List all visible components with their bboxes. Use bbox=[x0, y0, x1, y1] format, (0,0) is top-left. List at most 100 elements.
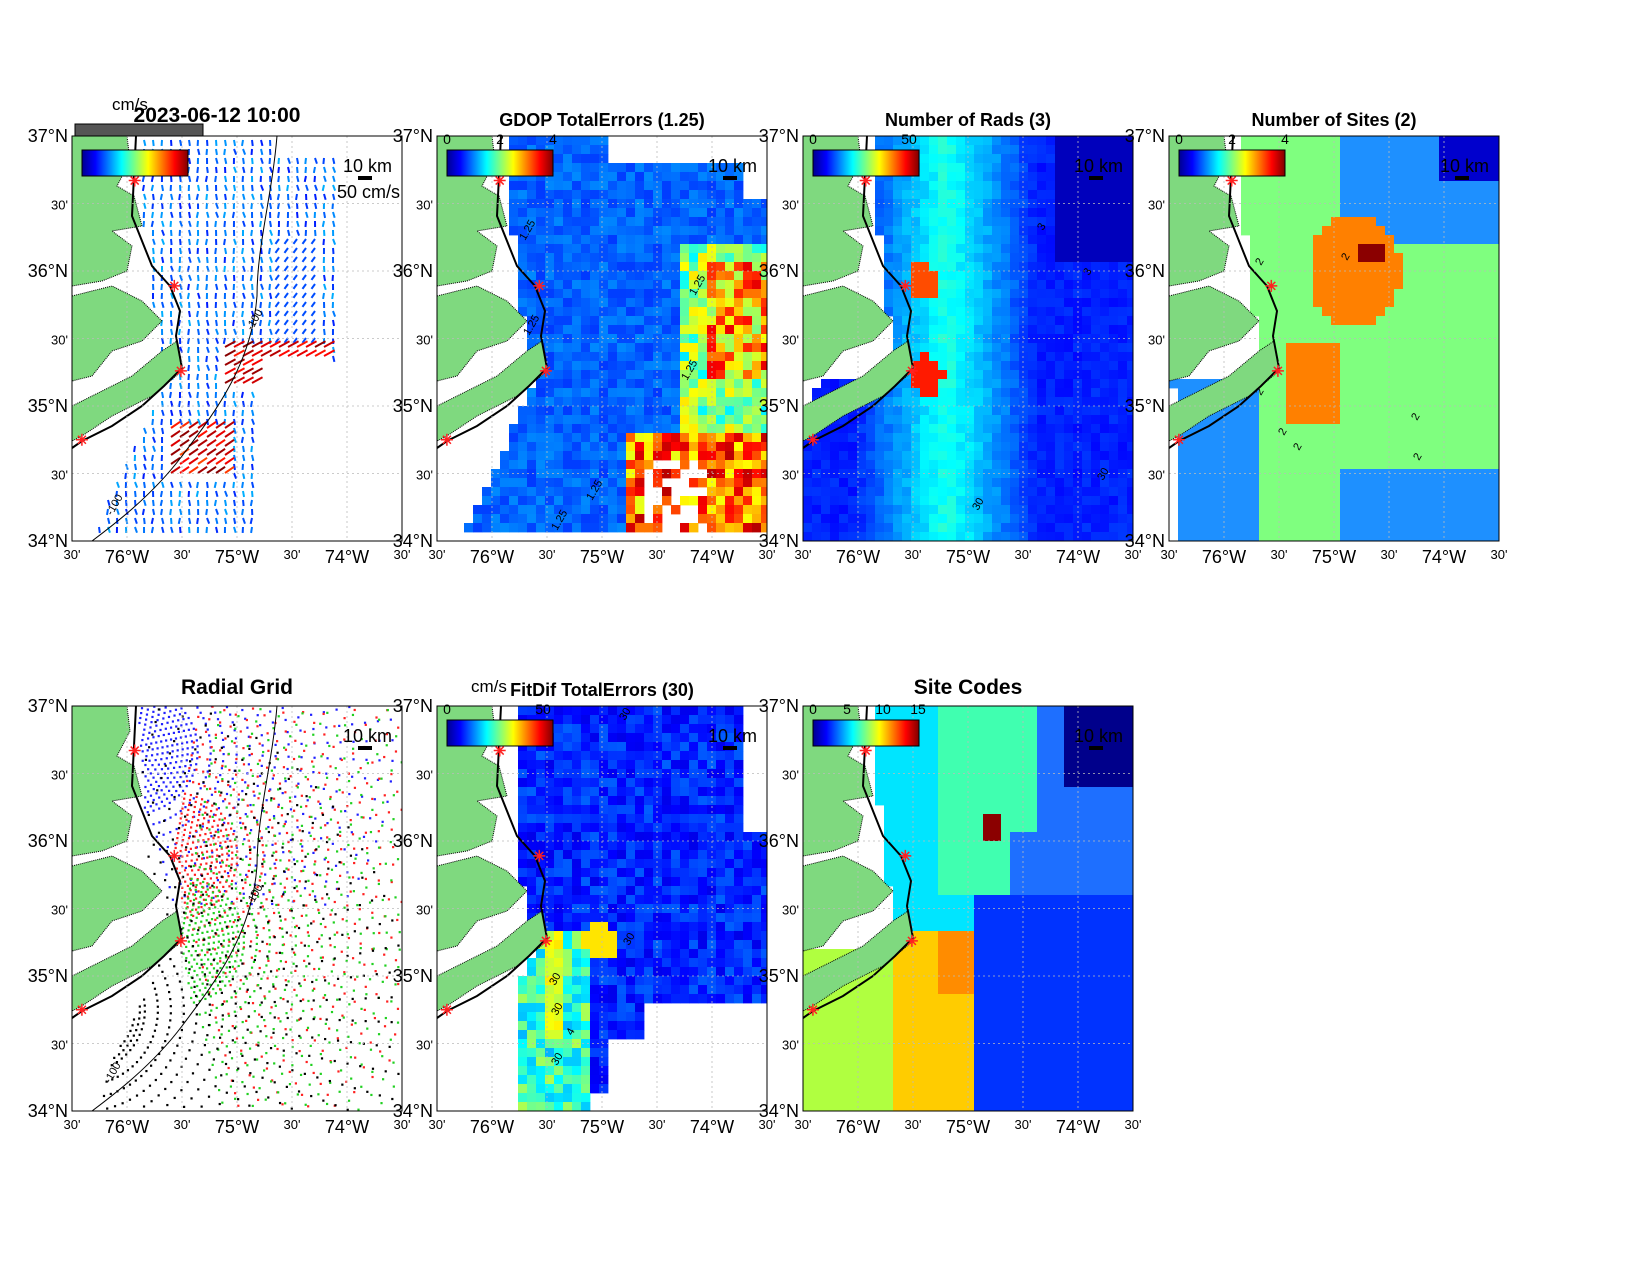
scale-bar-label: 10 km bbox=[343, 156, 392, 176]
scale-bar-label: 10 km bbox=[343, 726, 392, 746]
longitude-tick-label: 30' bbox=[64, 547, 81, 562]
colorbar-tick-label: 2 bbox=[496, 131, 504, 147]
latitude-tick-label: 30' bbox=[51, 903, 68, 918]
colorbar-tick-label: 0 bbox=[1175, 131, 1183, 147]
colorbar-tick-label: 2 bbox=[1228, 131, 1236, 147]
longitude-tick-label: 75°W bbox=[580, 547, 624, 567]
latitude-tick-label: 34°N bbox=[393, 531, 433, 551]
panel-title: Number of Sites (2) bbox=[1251, 110, 1416, 130]
longitude-tick-label: 30' bbox=[174, 1117, 191, 1132]
colorbar bbox=[82, 150, 188, 176]
colorbar-tick-label: 50 bbox=[535, 701, 551, 717]
latitude-tick-label: 34°N bbox=[28, 1101, 68, 1121]
latitude-tick-label: 34°N bbox=[393, 1101, 433, 1121]
latitude-tick-label: 30' bbox=[416, 198, 433, 213]
scale-bar-label: 10 km bbox=[708, 726, 757, 746]
longitude-tick-label: 75°W bbox=[580, 1117, 624, 1137]
longitude-tick-label: 30' bbox=[1015, 547, 1032, 562]
colorbar-tick-label: 4 bbox=[549, 131, 557, 147]
latitude-tick-label: 35°N bbox=[759, 966, 799, 986]
colorbar-tick-label: 5 bbox=[843, 701, 851, 717]
longitude-tick-label: 74°W bbox=[1056, 1117, 1100, 1137]
latitude-tick-label: 37°N bbox=[28, 696, 68, 716]
longitude-tick-label: 30' bbox=[64, 1117, 81, 1132]
longitude-tick-label: 74°W bbox=[325, 1117, 369, 1137]
latitude-tick-label: 30' bbox=[782, 1038, 799, 1053]
latitude-tick-label: 36°N bbox=[393, 831, 433, 851]
longitude-tick-label: 30' bbox=[284, 1117, 301, 1132]
longitude-tick-label: 76°W bbox=[105, 1117, 149, 1137]
latitude-tick-label: 37°N bbox=[759, 126, 799, 146]
longitude-tick-label: 74°W bbox=[1422, 547, 1466, 567]
longitude-tick-label: 74°W bbox=[690, 547, 734, 567]
longitude-tick-label: 76°W bbox=[836, 1117, 880, 1137]
longitude-tick-label: 30' bbox=[1271, 547, 1288, 562]
longitude-tick-label: 76°W bbox=[836, 547, 880, 567]
colorbar-tick-label: 50 bbox=[901, 131, 917, 147]
longitude-tick-label: 30' bbox=[905, 1117, 922, 1132]
latitude-tick-label: 30' bbox=[416, 1038, 433, 1053]
longitude-tick-label: 76°W bbox=[1202, 547, 1246, 567]
latitude-tick-label: 37°N bbox=[759, 696, 799, 716]
panel-title: Site Codes bbox=[914, 676, 1023, 699]
scale-bar-label: 10 km bbox=[1074, 156, 1123, 176]
latitude-tick-label: 36°N bbox=[28, 261, 68, 281]
latitude-tick-label: 34°N bbox=[759, 1101, 799, 1121]
latitude-tick-label: 30' bbox=[1148, 198, 1165, 213]
latitude-tick-label: 30' bbox=[51, 1038, 68, 1053]
panel-title: GDOP TotalErrors (1.25) bbox=[499, 110, 704, 130]
latitude-tick-label: 30' bbox=[51, 468, 68, 483]
longitude-tick-label: 30' bbox=[649, 1117, 666, 1132]
scale-bar-label: 10 km bbox=[708, 156, 757, 176]
vector-scale-label: 50 cm/s bbox=[337, 182, 400, 202]
longitude-tick-label: 30' bbox=[429, 547, 446, 562]
colorbar-unit-label: cm/s bbox=[471, 677, 507, 696]
latitude-tick-label: 30' bbox=[782, 468, 799, 483]
latitude-tick-label: 36°N bbox=[759, 261, 799, 281]
latitude-tick-label: 30' bbox=[782, 768, 799, 783]
latitude-tick-label: 34°N bbox=[28, 531, 68, 551]
latitude-tick-label: 30' bbox=[416, 468, 433, 483]
longitude-tick-label: 30' bbox=[1491, 547, 1508, 562]
overlapping-site-labels bbox=[75, 124, 203, 136]
latitude-tick-label: 36°N bbox=[393, 261, 433, 281]
longitude-tick-label: 74°W bbox=[1056, 547, 1100, 567]
longitude-tick-label: 30' bbox=[284, 547, 301, 562]
longitude-tick-label: 30' bbox=[649, 547, 666, 562]
longitude-tick-label: 76°W bbox=[105, 547, 149, 567]
longitude-tick-label: 75°W bbox=[215, 547, 259, 567]
colorbar-tick-label: 10 bbox=[875, 701, 891, 717]
longitude-tick-label: 30' bbox=[174, 547, 191, 562]
longitude-tick-label: 30' bbox=[795, 547, 812, 562]
scale-bar-label: 10 km bbox=[1440, 156, 1489, 176]
longitude-tick-label: 30' bbox=[795, 1117, 812, 1132]
latitude-tick-label: 30' bbox=[51, 768, 68, 783]
longitude-tick-label: 75°W bbox=[946, 547, 990, 567]
colorbar-tick-label: 4 bbox=[1281, 131, 1289, 147]
latitude-tick-label: 30' bbox=[1148, 468, 1165, 483]
latitude-tick-label: 30' bbox=[51, 333, 68, 348]
latitude-tick-label: 35°N bbox=[393, 396, 433, 416]
scale-bar-label: 10 km bbox=[1074, 726, 1123, 746]
longitude-tick-label: 74°W bbox=[690, 1117, 734, 1137]
longitude-tick-label: 30' bbox=[1125, 1117, 1142, 1132]
latitude-tick-label: 37°N bbox=[393, 696, 433, 716]
latitude-tick-label: 30' bbox=[416, 333, 433, 348]
colorbar-tick-label: 0 bbox=[443, 131, 451, 147]
latitude-tick-label: 36°N bbox=[1125, 261, 1165, 281]
longitude-tick-label: 30' bbox=[1015, 1117, 1032, 1132]
colorbar-tick-label: 15 bbox=[910, 701, 926, 717]
latitude-tick-label: 34°N bbox=[759, 531, 799, 551]
longitude-tick-label: 30' bbox=[1381, 547, 1398, 562]
longitude-tick-label: 75°W bbox=[1312, 547, 1356, 567]
panel-title: Number of Rads (3) bbox=[885, 110, 1051, 130]
latitude-tick-label: 35°N bbox=[759, 396, 799, 416]
longitude-tick-label: 75°W bbox=[215, 1117, 259, 1137]
